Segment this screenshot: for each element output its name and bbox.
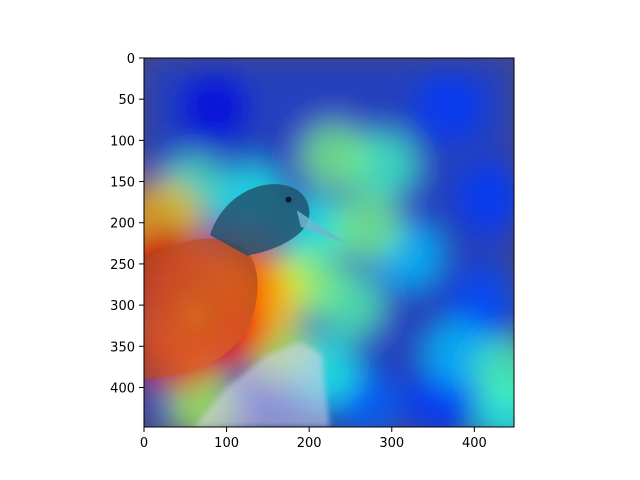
x-axis: 0 100 200 300 400 <box>140 427 487 451</box>
y-tick-label: 300 <box>110 299 135 314</box>
y-axis: 0 50 100 150 200 250 300 350 400 <box>110 52 144 396</box>
x-tick-label: 400 <box>462 436 487 451</box>
y-tick-label: 200 <box>110 217 135 232</box>
heat-spot <box>472 336 514 406</box>
bird-eye <box>285 196 292 203</box>
bird-head <box>210 184 310 256</box>
y-tick-label: 150 <box>110 176 135 191</box>
perch <box>193 342 330 427</box>
axes-frame <box>143 57 515 428</box>
y-tick-label: 250 <box>110 258 135 273</box>
heat-spot <box>179 72 249 143</box>
y-tick-label: 0 <box>127 52 135 67</box>
heat-spot <box>414 72 485 143</box>
plot-area <box>144 58 514 427</box>
x-tick-label: 200 <box>297 436 322 451</box>
y-tick-label: 350 <box>110 340 135 355</box>
x-tick-label: 100 <box>214 436 239 451</box>
heat-spot <box>299 122 369 192</box>
heat-overlay <box>144 58 514 427</box>
heat-spot <box>332 192 402 262</box>
y-tick-label: 50 <box>118 93 135 108</box>
x-tick-label: 300 <box>379 436 404 451</box>
bird-body <box>144 238 258 380</box>
bird-figure <box>144 184 347 427</box>
y-tick-label: 100 <box>110 134 135 149</box>
y-tick-label: 400 <box>110 381 135 396</box>
x-tick-label: 0 <box>140 436 148 451</box>
bird-beak <box>296 210 347 244</box>
heat-spot <box>456 163 514 233</box>
